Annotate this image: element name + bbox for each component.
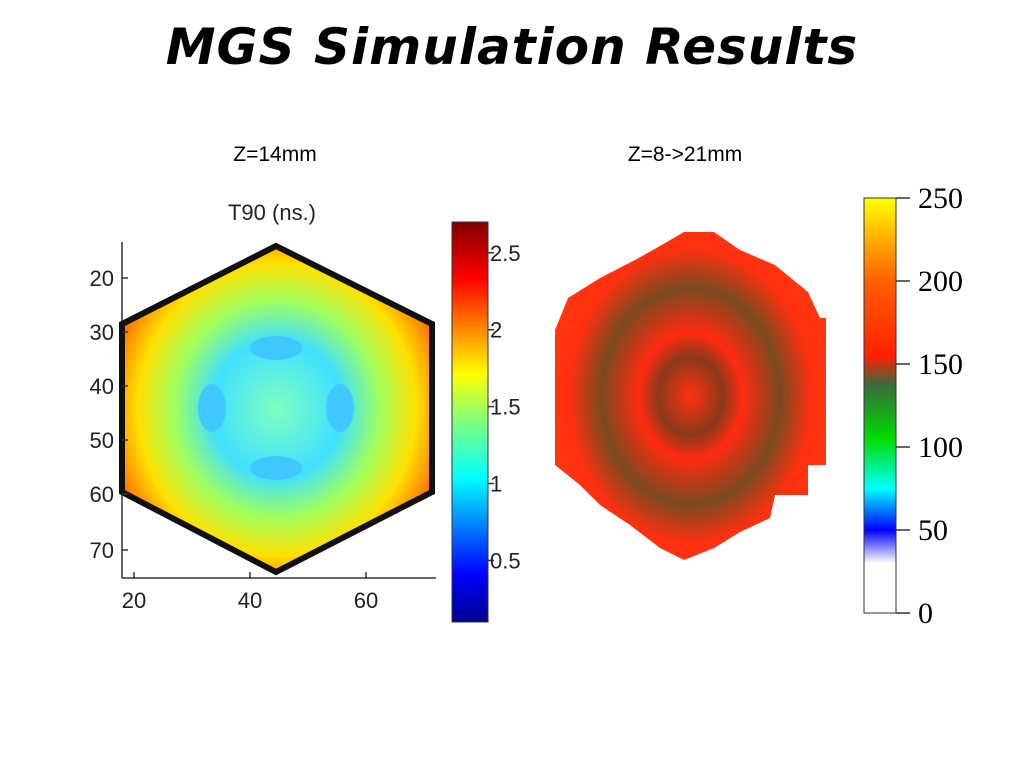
- left-colorbar-tick-label: 2: [490, 318, 502, 343]
- right-hexagon-field: [555, 232, 826, 560]
- right-colorbar-tick-label: 100: [918, 431, 963, 464]
- left-colorbar-tick-label: 1: [490, 472, 502, 497]
- left-plot-label: Z=14mm: [233, 143, 317, 166]
- right-colorbar-tick-label: 150: [918, 348, 963, 381]
- right-colorbar-tick-label: 200: [918, 265, 963, 298]
- left-y-tick-label: 50: [90, 428, 114, 453]
- left-y-tick-label: 70: [90, 538, 114, 563]
- left-heatmap: T90 (ns.) 20 30 40 50 60 70 20 40 60 2.5 2 1.5 1 0.…: [90, 200, 521, 623]
- slide-title: MGS Simulation Results: [165, 18, 859, 76]
- right-colorbar-tick-label: 250: [918, 182, 963, 215]
- right-colorbar-tick-label: 50: [918, 514, 948, 547]
- left-plot-title: T90 (ns.): [228, 200, 316, 225]
- left-x-tick-label: 20: [122, 588, 146, 613]
- left-colorbar-tick-label: 2.5: [490, 241, 521, 266]
- right-colorbar-tick-label: 0: [918, 597, 933, 630]
- left-colorbar-tick-label: 0.5: [490, 548, 521, 573]
- left-lobe-bottom: [250, 456, 302, 480]
- left-colorbar-tick-label: 1.5: [490, 395, 521, 420]
- left-y-tick-label: 40: [90, 374, 114, 399]
- left-colorbar: [451, 221, 489, 623]
- left-x-tick-label: 60: [354, 588, 378, 613]
- left-lobe-right: [326, 384, 354, 432]
- left-y-tick-label: 20: [90, 266, 114, 291]
- right-heatmap: 250 200 150 100 50 0: [555, 182, 963, 630]
- left-x-tick-label: 40: [238, 588, 262, 613]
- left-lobe-top: [250, 336, 302, 360]
- right-colorbar: [863, 197, 897, 614]
- left-y-tick-label: 30: [90, 320, 114, 345]
- left-y-tick-label: 60: [90, 482, 114, 507]
- right-plot-label: Z=8->21mm: [627, 143, 743, 166]
- left-hexagon-field: [119, 242, 435, 576]
- left-lobe-left: [198, 384, 226, 432]
